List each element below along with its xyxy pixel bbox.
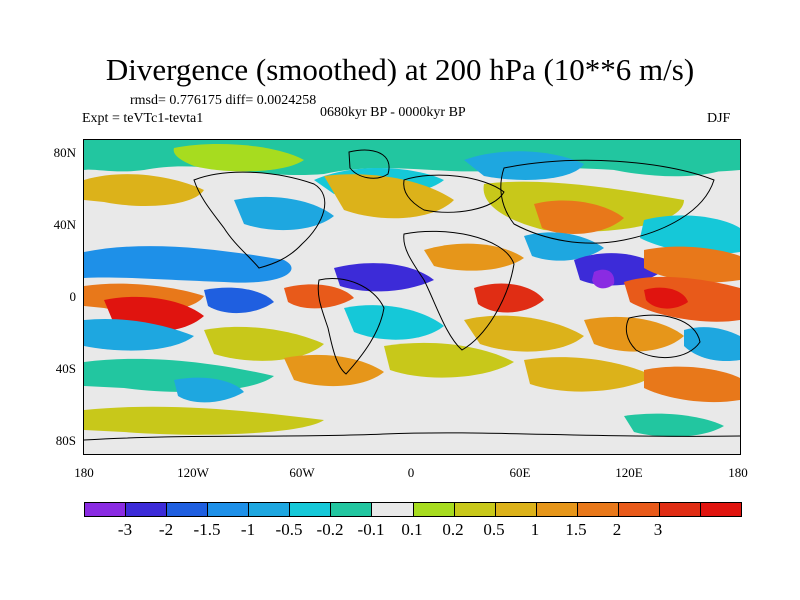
colorbar-label: 0.2 (442, 520, 464, 539)
colorbar-swatch (167, 503, 209, 516)
colorbar-swatch (659, 503, 701, 516)
colorbar-swatch (372, 503, 414, 516)
field-blob (524, 232, 604, 261)
lon-label: 120W (177, 465, 209, 480)
field-blob (174, 377, 244, 403)
colorbar-label: -0.5 (275, 520, 303, 539)
lat-label: 40N (53, 217, 76, 232)
field-blob (534, 200, 624, 234)
coastline-australia (625, 314, 701, 359)
coastline-greenland (348, 149, 390, 179)
field-blob (644, 246, 740, 283)
colorbar-swatch (290, 503, 332, 516)
coastline-south-america (317, 277, 385, 375)
field-blob (84, 246, 292, 283)
field-blob (84, 406, 324, 435)
coastline-africa (403, 230, 515, 351)
map-canvas (84, 140, 740, 454)
field-blob (592, 269, 615, 289)
field-blob (464, 151, 584, 180)
field-blob (584, 316, 684, 352)
coastlines (84, 149, 740, 441)
experiment-label: Expt = teVTc1-tevta1 (82, 111, 204, 126)
colorbar-label: -2 (158, 520, 174, 539)
coastline-antarctica (84, 432, 740, 441)
lon-label: 120E (615, 465, 643, 480)
coastline-north-america (193, 171, 326, 269)
colorbar-label: 2 (612, 520, 622, 539)
coastline-europe (403, 174, 505, 213)
season-label: DJF (707, 111, 731, 126)
field-blob (624, 413, 724, 437)
lat-label: 80S (55, 433, 76, 448)
lon-label: 60W (289, 465, 315, 480)
lat-label: 80N (53, 145, 76, 160)
colorbar-label: 0.1 (401, 520, 423, 539)
field-blob (524, 357, 654, 392)
colorbar-label: -1.5 (193, 520, 221, 539)
field-blob (474, 283, 544, 313)
field-blob (204, 287, 274, 314)
colorbar-swatch (249, 503, 291, 516)
lon-label: 0 (407, 465, 415, 480)
colorbar-swatch (85, 503, 127, 516)
lon-label: 180 (74, 465, 94, 480)
colorbar-label: 0.5 (483, 520, 505, 539)
field-blob (464, 315, 584, 352)
colorbar-swatch (454, 503, 496, 516)
field-blob (644, 366, 740, 403)
colorbar-swatch (126, 503, 168, 516)
field-blob (424, 243, 524, 271)
colorbar-swatch (208, 503, 250, 516)
coastline-asia (500, 159, 715, 244)
field-blob (604, 150, 734, 177)
field-blob (284, 354, 384, 387)
lon-label: 60E (509, 465, 531, 480)
field-blob (84, 440, 740, 454)
field-blob (173, 144, 304, 172)
period-label: 0680kyr BP - 0000kyr BP (320, 105, 466, 120)
field-blob (204, 326, 324, 361)
field-blob (644, 287, 688, 309)
colorbar-swatch (618, 503, 660, 516)
colorbar-swatch (577, 503, 619, 516)
colorbar-label: 3 (653, 520, 663, 539)
field-blob (234, 196, 334, 231)
lon-label: 180 (728, 465, 748, 480)
colorbar-label: 1 (530, 520, 540, 539)
colorbar-label: -3 (117, 520, 133, 539)
divergence-map (84, 140, 740, 454)
field-blob (84, 174, 204, 206)
colorbar-label: -0.2 (316, 520, 344, 539)
plot-title: Divergence (smoothed) at 200 hPa (10**6 … (105, 52, 695, 87)
stats-text: rmsd= 0.776175 diff= 0.0024258 (130, 93, 317, 108)
colorbar-swatch (536, 503, 578, 516)
colorbar-swatch (495, 503, 537, 516)
colorbar-label: -0.1 (357, 520, 385, 539)
field-blob (324, 174, 454, 219)
field-blob (384, 342, 514, 378)
colorbar (84, 502, 742, 517)
colorbar-label: -1 (240, 520, 256, 539)
lat-label: 0 (69, 289, 77, 304)
colorbar-label: 1.5 (565, 520, 587, 539)
field-blob (84, 318, 194, 351)
lat-label: 40S (55, 361, 76, 376)
field-blob (344, 305, 444, 340)
colorbar-swatch (413, 503, 455, 516)
colorbar-swatch (331, 503, 373, 516)
colorbar-swatch (700, 503, 741, 516)
field-blob (640, 215, 740, 255)
